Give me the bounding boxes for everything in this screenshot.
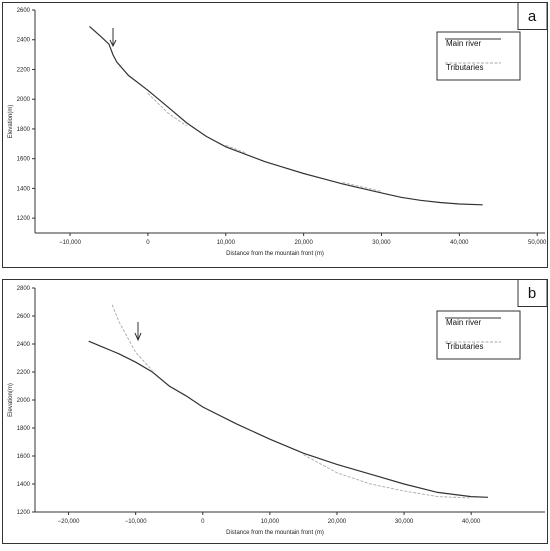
x-tick-label: 30,000 — [372, 240, 391, 246]
legend-label: Main river — [446, 318, 481, 327]
panel-frame — [2, 279, 548, 544]
panel-frame — [2, 2, 548, 268]
y-tick-label: 1600 — [17, 157, 31, 163]
x-tick-label: −10,000 — [59, 240, 82, 246]
river-line — [147, 92, 188, 127]
y-tick-label: 2400 — [17, 342, 31, 348]
x-tick-label: 20,000 — [328, 519, 347, 525]
y-tick-label: 2600 — [17, 314, 31, 320]
panel-label-box — [517, 2, 548, 30]
river-line — [89, 25, 483, 206]
y-tick-label: 2200 — [17, 67, 31, 73]
legend-label: Tributaries — [446, 342, 484, 351]
x-tick-label: 10,000 — [217, 240, 236, 246]
panel-label: b — [528, 285, 536, 302]
x-tick-label: −20,000 — [58, 519, 81, 525]
y-tick-label: 1400 — [17, 482, 31, 488]
x-tick-label: 40,000 — [450, 240, 469, 246]
y-tick-label: 2600 — [17, 8, 31, 14]
y-axis-label: Elevation(m) — [8, 383, 14, 417]
y-tick-label: 2200 — [17, 370, 31, 376]
y-tick-label: 2400 — [17, 38, 31, 44]
x-tick-label: 30,000 — [395, 519, 414, 525]
x-tick-label: 50,000 — [528, 240, 547, 246]
legend-label: Tributaries — [446, 63, 484, 72]
x-tick-label: 0 — [146, 240, 150, 246]
river-line — [88, 340, 489, 498]
y-tick-label: 1800 — [17, 127, 31, 133]
x-tick-label: 0 — [201, 519, 205, 525]
x-axis-label: Distance from the mountain front (m) — [226, 530, 324, 536]
x-tick-label: 40,000 — [462, 519, 481, 525]
panel-label: a — [528, 8, 537, 25]
x-tick-label: 10,000 — [261, 519, 280, 525]
river-line — [303, 454, 472, 499]
arrow — [134, 322, 142, 342]
panel-label-box — [517, 279, 548, 307]
legend-label: Main river — [446, 39, 481, 48]
y-tick-label: 1400 — [17, 186, 31, 192]
arrow — [109, 28, 117, 48]
river-line — [111, 304, 153, 371]
river-line — [342, 182, 382, 192]
y-tick-label: 1200 — [17, 510, 31, 516]
legend-box — [436, 31, 521, 81]
river-line — [225, 144, 246, 154]
x-axis-label: Distance from the mountain front (m) — [226, 251, 324, 257]
y-tick-label: 2000 — [17, 398, 31, 404]
legend-box — [436, 310, 521, 360]
y-tick-label: 2800 — [17, 286, 31, 292]
x-tick-label: 20,000 — [294, 240, 313, 246]
y-tick-label: 2000 — [17, 97, 31, 103]
y-axis-label: Elevation(m) — [8, 105, 14, 139]
x-tick-label: −10,000 — [125, 519, 148, 525]
y-tick-label: 1200 — [17, 216, 31, 222]
y-tick-label: 1600 — [17, 454, 31, 460]
y-tick-label: 1800 — [17, 426, 31, 432]
